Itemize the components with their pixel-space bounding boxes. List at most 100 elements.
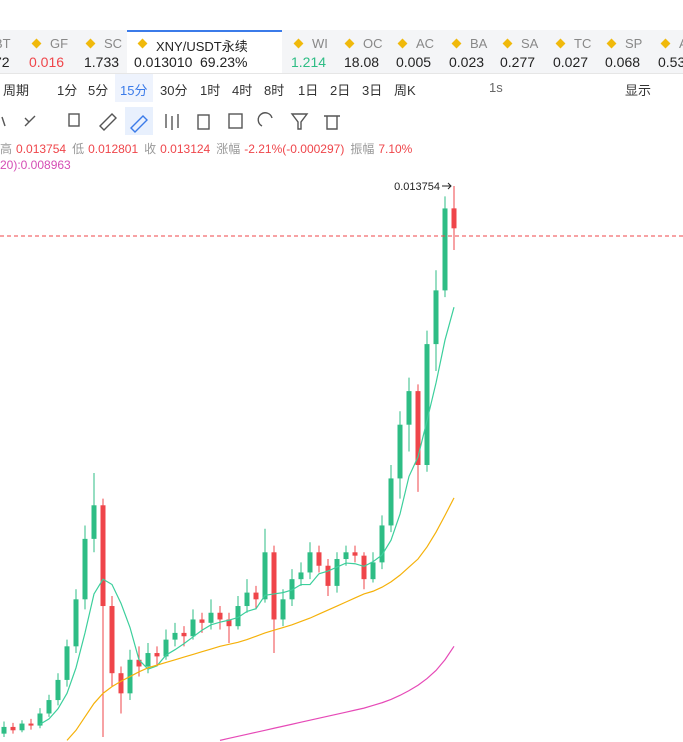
- candle-body: [352, 552, 358, 556]
- candle-body: [82, 538, 88, 600]
- candle-body: [199, 619, 205, 623]
- timeframe[interactable]: 1日: [298, 83, 319, 98]
- ticker-name[interactable]: WI: [312, 36, 328, 51]
- candle-body: [154, 653, 160, 657]
- ticker-name[interactable]: BA: [470, 36, 488, 51]
- timeframe[interactable]: 8时: [264, 83, 285, 98]
- ticker-price: 0.005: [396, 54, 432, 70]
- candle-body: [217, 612, 223, 620]
- info-value: -2.21%(-0.000297): [244, 142, 345, 156]
- candle-body: [181, 632, 187, 637]
- tool-icon[interactable]: [257, 112, 273, 127]
- tool-icon[interactable]: [99, 113, 117, 131]
- ma-line: [66, 497, 455, 741]
- ticker-price: 18.08: [344, 54, 380, 70]
- ma-line: [219, 645, 455, 741]
- candle-body: [235, 606, 241, 627]
- candle-body: [253, 592, 259, 600]
- candle-body: [343, 552, 349, 560]
- ohlc-info: 高 0.013754 低 0.012801 收 0.013124 涨幅 -2.21%(-0.0…: [0, 140, 418, 157]
- ticker-price: 0.277: [500, 54, 536, 70]
- candle-body: [1, 726, 7, 734]
- candle-body: [136, 659, 142, 667]
- ticker-bar: [0, 30, 683, 74]
- timeframe[interactable]: 5分: [88, 83, 109, 98]
- info-label: 振幅: [350, 142, 375, 156]
- timeframe[interactable]: 周K: [394, 83, 416, 98]
- high-arrow: [442, 182, 452, 190]
- candle-body: [118, 673, 124, 694]
- ticker-name[interactable]: A: [679, 36, 683, 51]
- timeframe[interactable]: 4时: [232, 83, 253, 98]
- ma-info: 20):0.008963: [0, 158, 71, 172]
- candle-body: [172, 632, 178, 640]
- ticker-change: 69.23%: [200, 54, 248, 70]
- ticker-name[interactable]: BT: [0, 36, 11, 51]
- info-value: 0.013124: [160, 142, 211, 156]
- candle-body: [361, 555, 367, 580]
- ticker-price: 1.733: [84, 54, 120, 70]
- candle-body: [415, 391, 421, 465]
- candle-body: [262, 552, 268, 600]
- info-label: 收: [144, 142, 157, 156]
- info-label: 涨幅: [216, 142, 241, 156]
- tool-icon[interactable]: [324, 115, 340, 130]
- info-label: 低: [72, 142, 85, 156]
- ticker-name[interactable]: SP: [625, 36, 643, 51]
- candle-body: [10, 726, 16, 731]
- ticker-price: 0.068: [605, 54, 641, 70]
- tool-icon[interactable]: [1, 116, 6, 127]
- candle-body: [280, 599, 286, 620]
- tool-icon[interactable]: [68, 113, 80, 127]
- timeframe[interactable]: 2日: [330, 83, 351, 98]
- candle-body: [298, 572, 304, 580]
- timeframe[interactable]: 1分: [57, 83, 78, 98]
- candle-body: [307, 552, 313, 573]
- interval[interactable]: 1s: [489, 80, 503, 95]
- tool-icon[interactable]: [165, 114, 179, 130]
- ma-line: [39, 307, 455, 725]
- candle-body: [379, 525, 385, 563]
- ticker-name[interactable]: XNY/USDT永续: [156, 39, 248, 54]
- candle-body: [100, 505, 106, 607]
- tool-icon[interactable]: [290, 113, 309, 130]
- ticker-name[interactable]: OC: [363, 36, 383, 51]
- candle-body: [37, 713, 43, 726]
- candle-body: [64, 646, 70, 680]
- ticker-name[interactable]: TC: [574, 36, 592, 51]
- candle-body: [325, 565, 331, 586]
- ticker-name[interactable]: SA: [521, 36, 539, 51]
- candle-body: [334, 559, 340, 586]
- ticker-name[interactable]: AC: [416, 36, 435, 51]
- ticker-price: 0.016: [29, 54, 65, 70]
- tool-icon[interactable]: [228, 113, 243, 129]
- candle-body: [73, 599, 79, 647]
- display-button[interactable]: 显示: [625, 83, 652, 98]
- candle-body: [424, 344, 430, 465]
- timeframe[interactable]: 30分: [160, 83, 188, 98]
- tool-icon[interactable]: [197, 114, 210, 130]
- tool-icon[interactable]: [24, 115, 36, 127]
- period-label[interactable]: 周期: [3, 83, 30, 98]
- info-value: 0.013754: [16, 142, 67, 156]
- candle-body: [271, 552, 277, 620]
- candle-body: [46, 700, 52, 714]
- ticker-price: 1.214: [291, 54, 327, 70]
- candle-body: [145, 653, 151, 667]
- candle-body: [451, 208, 457, 229]
- tool-icon[interactable]: [130, 115, 148, 133]
- candle-body: [316, 552, 322, 566]
- candle-body: [19, 723, 25, 731]
- timeframe[interactable]: 3日: [362, 83, 383, 98]
- timeframe[interactable]: 1时: [200, 83, 221, 98]
- ticker-name[interactable]: SC: [104, 36, 123, 51]
- candle-body: [370, 562, 376, 580]
- candle-body: [163, 639, 169, 657]
- candle-body: [28, 723, 34, 726]
- candle-body: [433, 290, 439, 345]
- timeframe[interactable]: 15分: [120, 83, 148, 98]
- active-tab[interactable]: [127, 30, 282, 73]
- candle-body: [406, 391, 412, 425]
- ticker-name[interactable]: GF: [50, 36, 69, 51]
